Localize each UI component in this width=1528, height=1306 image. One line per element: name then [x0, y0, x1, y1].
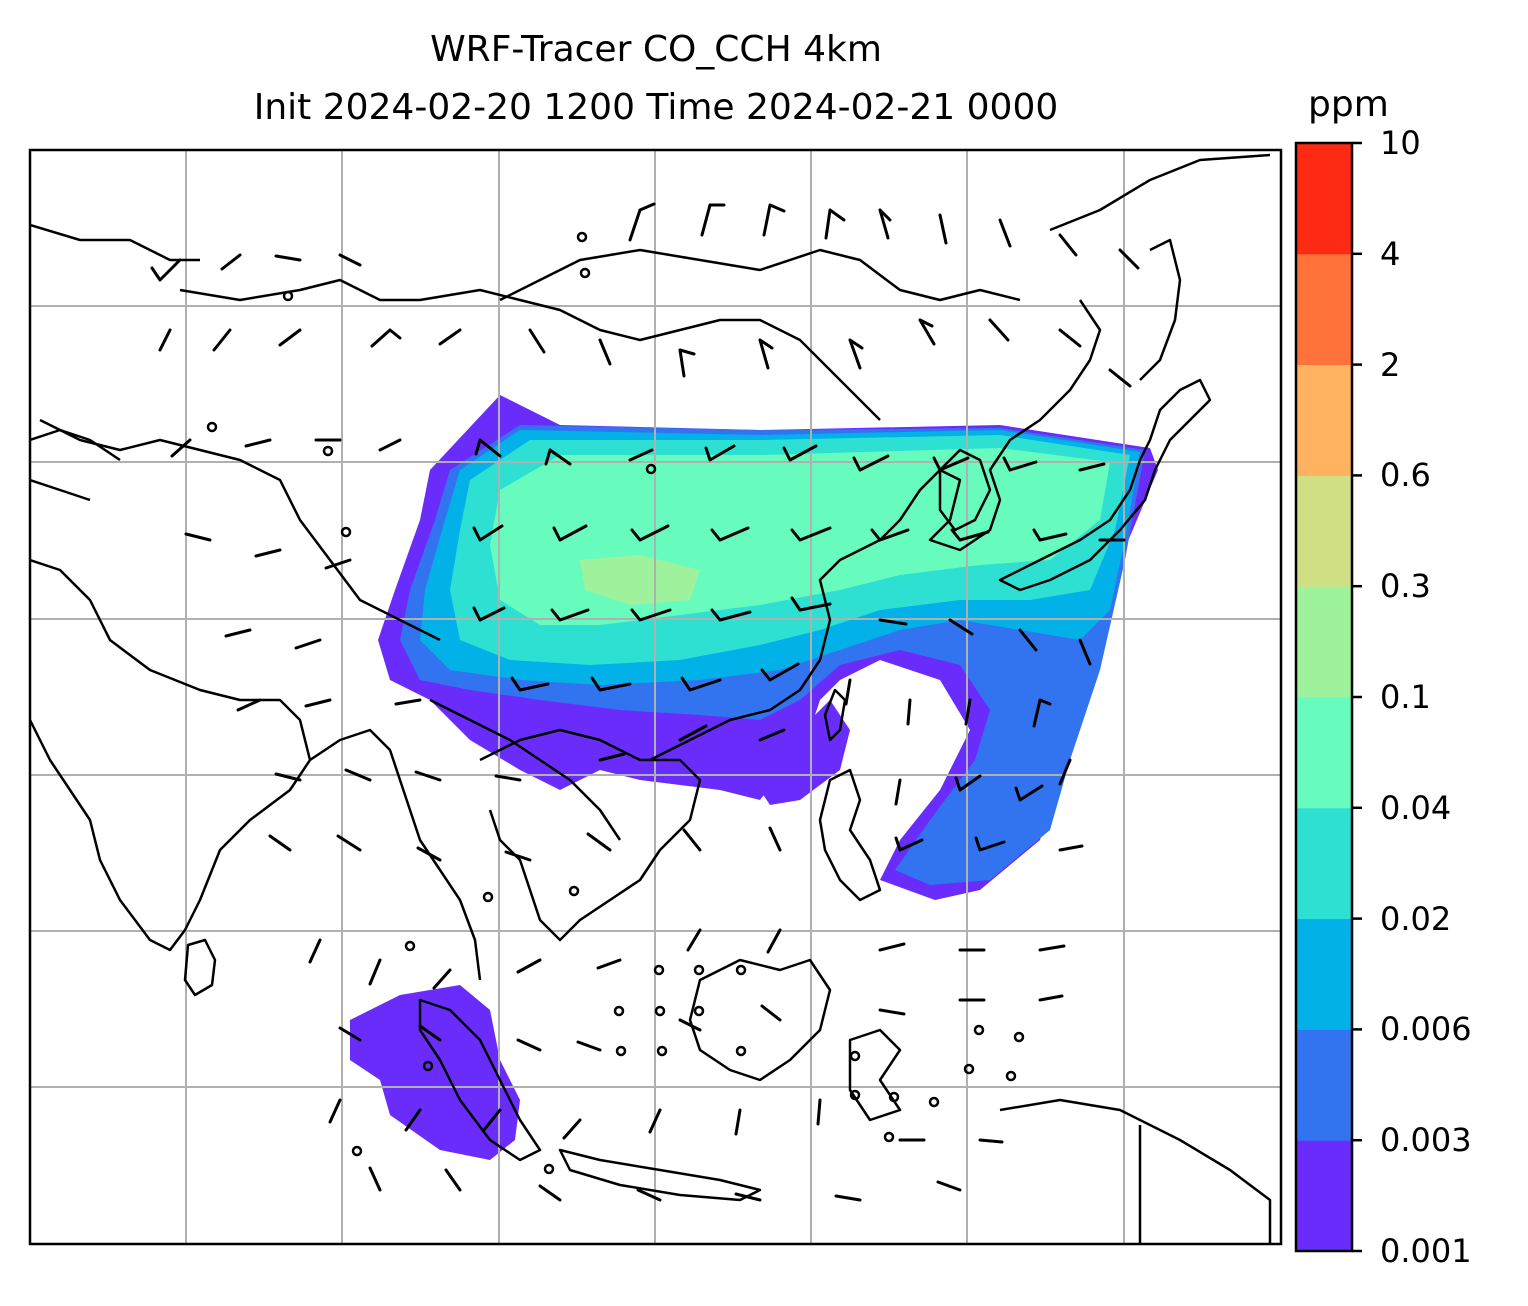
tracer-plume: [350, 395, 1158, 1160]
colorbar-segment-6: [1296, 475, 1352, 587]
border-central-asia: [39, 418, 441, 642]
calm-markers: [206, 231, 1025, 1175]
coast-west-asia: [30, 428, 121, 502]
coast-russia-east: [1049, 153, 1271, 381]
title-line-1: WRF-Tracer CO_CCH 4km: [430, 29, 882, 70]
colorbar-tick-label-7: 0.6: [1380, 456, 1431, 495]
colorbar-segment-7: [1296, 364, 1352, 476]
colorbar-tick-label-3: 0.02: [1380, 899, 1452, 938]
colorbar-segment-8: [1296, 253, 1352, 366]
border-mainland-se: [429, 698, 622, 841]
coast-java: [558, 1148, 762, 1202]
border-mongolia: [499, 248, 1021, 302]
colorbar-tick-label-10: 10: [1380, 124, 1421, 162]
map-frame: [28, 148, 1283, 1246]
coast-taiwan: [823, 688, 847, 742]
coast-sulawesi: [848, 1028, 902, 1122]
colorbar: [1294, 141, 1362, 1253]
colorbar-tick-label-5: 0.1: [1380, 678, 1431, 716]
coast-north: [30, 223, 200, 262]
coast-korea: [938, 448, 992, 532]
colorbar-segment-2: [1296, 918, 1352, 1030]
colorbar-tick-label-1: 0.003: [1380, 1121, 1472, 1160]
coastlines: [30, 153, 1272, 1244]
coast-sumatra: [418, 998, 542, 1162]
coast-japan: [998, 378, 1212, 592]
map-panel: [30, 150, 1281, 1244]
border-china-inner: [179, 278, 881, 421]
colorbar-tick-label-8: 2: [1380, 345, 1401, 384]
coast-srilanka: [183, 938, 217, 997]
coast-new-guinea: [999, 1098, 1272, 1244]
wind-barbs: [150, 202, 1140, 1202]
coast-borneo: [688, 958, 832, 1082]
colorbar-tick-label-9: 4: [1380, 234, 1401, 273]
graticule: [30, 150, 1281, 1244]
colorbar-segment-3: [1296, 807, 1352, 920]
coast-philippines: [818, 768, 882, 902]
plume-south: [350, 985, 520, 1160]
colorbar-segment-9: [1296, 143, 1352, 255]
coast-china: [649, 299, 1102, 762]
colorbar-tick-label-2: 0.006: [1380, 1010, 1472, 1049]
colorbar-segment-0: [1296, 1140, 1352, 1252]
title-line-2: Init 2024-02-20 1200 Time 2024-02-21 000…: [253, 87, 1059, 128]
colorbar-unit: ppm: [1308, 84, 1389, 125]
colorbar-tick-label-6: 0.3: [1380, 567, 1431, 606]
colorbar-tick-label-0: 0.001: [1380, 1232, 1472, 1270]
colorbar-segment-4: [1296, 697, 1352, 809]
coast-bay-of-bengal: [309, 728, 482, 981]
colorbar-tick-label-4: 0.04: [1380, 788, 1452, 827]
coast-india: [30, 558, 312, 952]
plume-band-6: [580, 555, 700, 605]
colorbar-segment-5: [1296, 586, 1352, 698]
coast-indochina: [479, 728, 702, 942]
colorbar-segment-1: [1296, 1029, 1352, 1141]
